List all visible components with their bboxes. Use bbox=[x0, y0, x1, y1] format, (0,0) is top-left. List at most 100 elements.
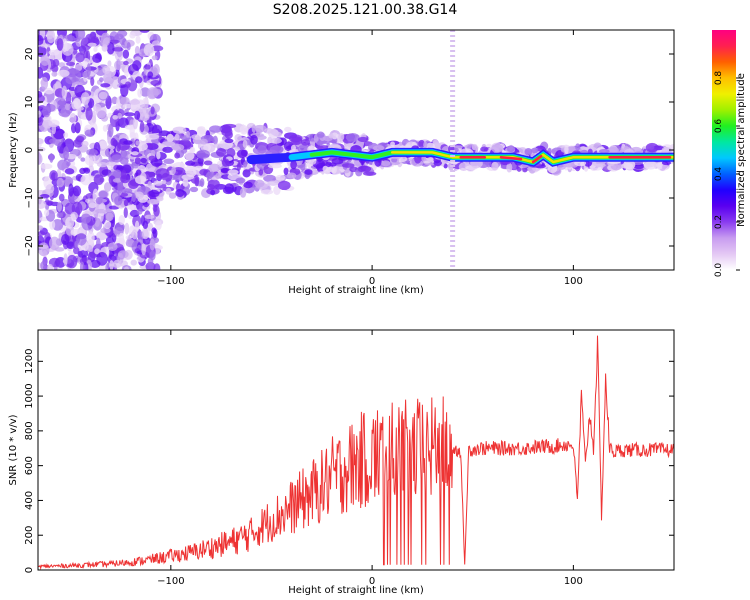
band-blob bbox=[210, 189, 216, 196]
noise-blob bbox=[84, 154, 96, 166]
noise-blob bbox=[79, 261, 85, 270]
x-tick-label: 0 bbox=[369, 576, 375, 587]
band-blob bbox=[196, 149, 211, 159]
noise-blob bbox=[61, 234, 70, 246]
noise-blob bbox=[122, 49, 130, 59]
noise-blob bbox=[45, 184, 55, 194]
band-blob bbox=[242, 169, 251, 178]
band-blob bbox=[209, 125, 222, 133]
band-blob bbox=[161, 179, 167, 185]
x-tick-label: 100 bbox=[564, 576, 583, 587]
noise-blob bbox=[145, 261, 156, 270]
band-blob bbox=[263, 174, 277, 183]
band-blob bbox=[264, 127, 274, 134]
band-blob bbox=[194, 177, 200, 187]
noise-blob bbox=[61, 85, 68, 100]
colorbar: 0.0 0.2 0.4 0.6 0.8 Normalized spectral ampl… bbox=[712, 30, 747, 277]
noise-blob bbox=[40, 43, 51, 48]
band-blob bbox=[362, 171, 377, 176]
noise-blob bbox=[56, 38, 64, 51]
noise-blob bbox=[139, 30, 150, 33]
x-tick-label: −100 bbox=[157, 576, 184, 587]
snr-frame bbox=[37, 329, 675, 571]
band-blob bbox=[242, 139, 248, 149]
band-blob bbox=[117, 183, 123, 194]
band-blob bbox=[203, 160, 213, 166]
noise-blob bbox=[58, 109, 71, 117]
band-blob bbox=[341, 163, 355, 168]
band-blob bbox=[234, 146, 241, 152]
y-tick-label: 200 bbox=[24, 526, 35, 545]
band-blob bbox=[134, 157, 141, 165]
band-blob bbox=[185, 160, 196, 166]
noise-blob bbox=[131, 229, 138, 240]
band-blob bbox=[191, 134, 200, 140]
band-blob bbox=[163, 158, 175, 165]
noise-blob bbox=[38, 231, 46, 236]
band-blob bbox=[291, 136, 303, 146]
noise-blob bbox=[126, 42, 131, 51]
band-blob bbox=[123, 199, 129, 207]
snr-y-label: SNR (10 * v/v) bbox=[8, 414, 19, 485]
band-blob bbox=[222, 123, 237, 129]
y-tick-label: 0 bbox=[24, 147, 35, 153]
band-blob bbox=[134, 191, 144, 200]
noise-blob bbox=[93, 174, 104, 186]
band-blob bbox=[254, 179, 265, 188]
band-blob bbox=[418, 139, 425, 148]
band-blob bbox=[267, 180, 280, 186]
band-blob bbox=[196, 127, 205, 137]
band-blob bbox=[208, 163, 221, 173]
band-blob bbox=[524, 148, 533, 156]
band-blob bbox=[206, 171, 213, 180]
x-tick-label: −100 bbox=[157, 276, 184, 287]
colorbar-ticks: 0.0 0.2 0.4 0.6 0.8 bbox=[714, 71, 740, 278]
band-blob bbox=[239, 125, 249, 135]
noise-blob bbox=[80, 213, 92, 224]
band-blob bbox=[140, 157, 148, 163]
spectral-ridge bbox=[246, 147, 674, 167]
band-blob bbox=[357, 136, 369, 143]
noise-blob bbox=[39, 193, 50, 199]
noise-blob bbox=[134, 45, 140, 56]
noise-blob bbox=[62, 38, 68, 53]
noise-blob bbox=[142, 228, 149, 240]
band-blob bbox=[491, 161, 499, 171]
noise-blob bbox=[118, 232, 125, 245]
noise-blob bbox=[96, 162, 108, 168]
band-blob bbox=[623, 160, 636, 170]
noise-blob bbox=[135, 35, 141, 44]
colorbar-tick-label: 0.0 bbox=[714, 263, 724, 278]
band-blob bbox=[661, 160, 672, 166]
noise-blob bbox=[151, 55, 158, 61]
noise-blob bbox=[95, 208, 107, 214]
noise-blob bbox=[125, 81, 131, 88]
noise-blob bbox=[98, 190, 108, 199]
noise-blob bbox=[69, 113, 77, 124]
noise-blob bbox=[129, 209, 140, 218]
noise-blob bbox=[116, 97, 121, 111]
band-blob bbox=[236, 149, 248, 158]
spectrogram-y-ticks: −20 −10 0 10 20 bbox=[24, 48, 674, 257]
noise-blob bbox=[86, 231, 95, 245]
band-blob bbox=[108, 145, 115, 150]
band-blob bbox=[193, 139, 203, 145]
noise-blob bbox=[155, 220, 162, 231]
band-blob bbox=[135, 140, 140, 146]
y-tick-label: 10 bbox=[24, 96, 35, 109]
band-blob bbox=[172, 126, 187, 134]
noise-blob bbox=[95, 237, 101, 252]
noise-blob bbox=[119, 96, 130, 105]
colorbar-tick-label: 0.8 bbox=[714, 71, 724, 86]
band-blob bbox=[471, 143, 478, 151]
noise-blob bbox=[66, 254, 78, 269]
band-blob bbox=[290, 160, 297, 170]
noise-blob bbox=[92, 103, 102, 112]
noise-blob bbox=[80, 92, 90, 105]
noise-blob bbox=[38, 244, 49, 249]
spectrogram-x-label: Height of straight line (km) bbox=[288, 285, 424, 296]
y-tick-label: 0 bbox=[24, 567, 35, 573]
noise-blob bbox=[150, 80, 162, 86]
noise-blob bbox=[147, 71, 154, 78]
noise-blob bbox=[91, 110, 97, 124]
